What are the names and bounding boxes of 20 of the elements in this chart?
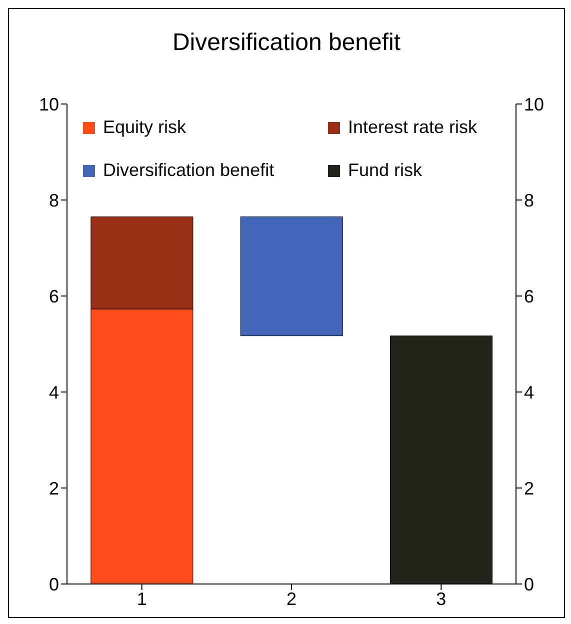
y2-tick-label: 0: [524, 574, 534, 594]
legend-label: Equity risk: [103, 117, 186, 138]
y-tick-label: 10: [38, 94, 59, 114]
y-tick-label: 4: [48, 382, 59, 402]
x-tick-label: 2: [286, 588, 297, 609]
legend-label: Diversification benefit: [103, 160, 274, 181]
y-tick-label: 0: [48, 574, 59, 594]
y-tick-label: 8: [48, 190, 59, 210]
y-tick-label: 2: [48, 478, 59, 498]
y2-tick-label: 6: [524, 286, 534, 306]
legend-label: Interest rate risk: [348, 117, 478, 138]
y2-tick-label: 4: [524, 382, 534, 402]
y2-tick-label: 2: [524, 478, 534, 498]
x-tick-label: 3: [436, 588, 446, 609]
y2-tick-label: 8: [524, 190, 534, 210]
y2-tick-label: 10: [524, 94, 544, 114]
y-tick-label: 6: [48, 286, 59, 306]
legend-label: Fund risk: [348, 160, 422, 181]
x-tick-label: 1: [136, 588, 147, 609]
chart-title: Diversification benefit: [171, 28, 402, 58]
